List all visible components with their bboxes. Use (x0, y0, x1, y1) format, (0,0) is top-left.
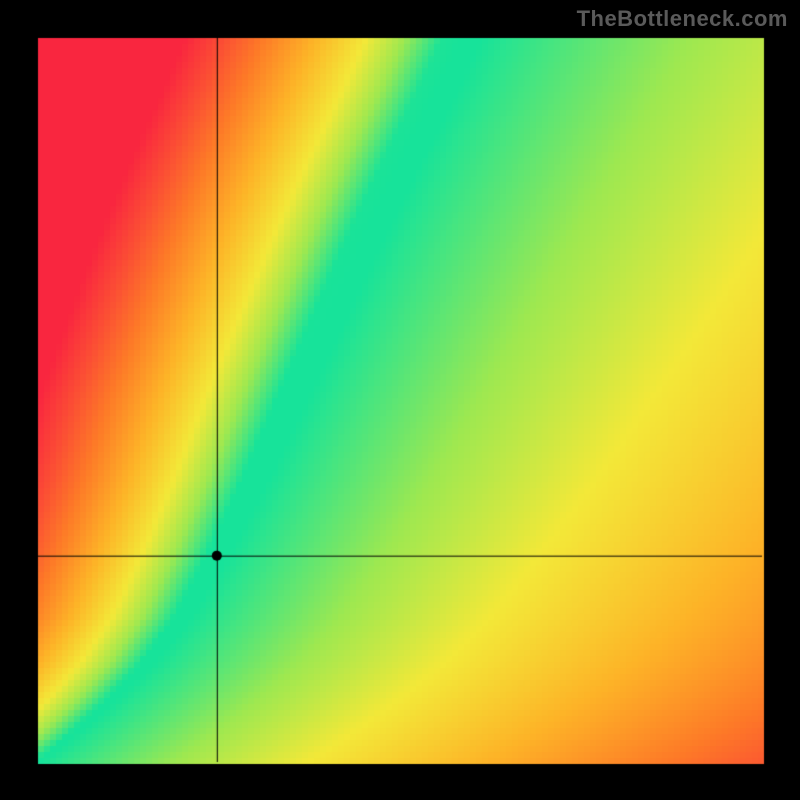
watermark-text: TheBottleneck.com (577, 6, 788, 32)
heatmap-canvas (0, 0, 800, 800)
chart-container: TheBottleneck.com (0, 0, 800, 800)
